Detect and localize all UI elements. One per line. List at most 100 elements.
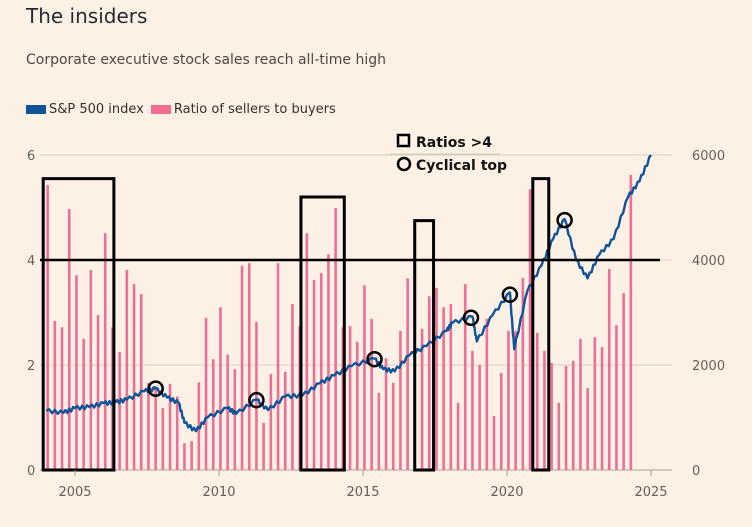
ratio-bar: [262, 422, 265, 470]
ratio-bar: [370, 318, 373, 470]
ratio-bar: [168, 383, 172, 470]
x-tick-label: 2015: [346, 485, 379, 500]
ratio-bar: [161, 408, 165, 470]
ratio-bar: [96, 315, 100, 470]
ratio-bar: [535, 332, 539, 470]
ratio-bar: [507, 330, 510, 470]
ratio-bar: [607, 268, 611, 470]
y-left-tick-label: 6: [27, 149, 35, 164]
legend-label-sp500: S&P 500 index: [49, 102, 144, 117]
ratio-bar: [89, 269, 93, 470]
ratio-bar: [147, 382, 150, 470]
ratio-bar: [60, 327, 64, 470]
ratio-bar: [233, 369, 237, 470]
ratio-bar: [197, 382, 201, 470]
ratio-bar: [226, 354, 229, 470]
ratio-bar: [334, 208, 337, 470]
ratio-box: [413, 219, 436, 472]
cyclical-top-marker: [248, 391, 265, 409]
ratio-bar: [175, 396, 179, 470]
ratio-bar: [615, 325, 618, 470]
cyclical-top-marker: [366, 350, 383, 368]
legend-item-sp500: S&P 500 index: [26, 102, 144, 117]
legend-swatch-sp500: [26, 105, 46, 114]
y-right-tick-label: 0: [692, 464, 700, 479]
ratio-bar: [571, 360, 575, 470]
y-right-tick-label: 4000: [692, 254, 725, 269]
ratio-bar: [327, 254, 330, 470]
ratio-bar: [204, 317, 208, 470]
ratio-bar: [291, 304, 294, 470]
ratio-bar: [492, 415, 496, 470]
ratio-bar: [247, 263, 251, 470]
cyclical-top-marker: [462, 309, 480, 326]
ratio-bar: [319, 273, 323, 470]
ratio-bar: [514, 330, 517, 470]
x-tick-label: 2020: [490, 485, 523, 500]
y-left-tick-label: 4: [27, 254, 35, 269]
y-left-tick-label: 0: [27, 464, 35, 479]
ratio-box: [299, 195, 346, 472]
ratio-bar: [75, 275, 78, 470]
ratio-bar: [550, 362, 553, 470]
ratio-box: [41, 177, 116, 472]
y-right-tick-label: 2000: [692, 359, 725, 374]
ratio-bar: [593, 337, 597, 470]
ratio-box-key-icon: [396, 133, 411, 148]
ratio-bar: [600, 347, 604, 470]
ratio-bar: [283, 371, 287, 470]
ratio-bar: [355, 341, 359, 470]
ratio-bar: [564, 366, 568, 470]
ratio-bar: [219, 307, 222, 470]
x-tick-label: 2005: [58, 485, 91, 500]
ratio-bar: [435, 287, 438, 470]
legend: S&P 500 index Ratio of sellers to buyers: [26, 102, 343, 117]
ratio-bar: [132, 284, 136, 470]
ratio-bar: [586, 388, 589, 470]
ratio-bar: [442, 307, 445, 470]
cyclical-top-marker: [556, 211, 573, 229]
ratio-bar: [139, 294, 143, 470]
legend-swatch-ratio: [150, 105, 171, 114]
ratio-bar: [183, 443, 186, 470]
y-right-tick-label: 6000: [692, 149, 725, 164]
legend-item-ratio: Ratio of sellers to buyers: [150, 102, 336, 117]
ratio-bar: [348, 326, 352, 470]
cyclical-top-marker: [147, 380, 164, 397]
ratio-bar: [305, 233, 309, 470]
ratio-bar: [557, 402, 561, 470]
ratio-bar: [499, 372, 503, 470]
ratio-bar: [399, 330, 402, 470]
ratio-box-key-label: Ratios >4: [416, 135, 492, 151]
cyclical-top-marker: [501, 286, 519, 303]
legend-label-ratio: Ratio of sellers to buyers: [173, 102, 336, 117]
ratio-bar: [449, 304, 453, 470]
chart-title: The insiders: [26, 4, 148, 28]
ratio-bar: [103, 233, 107, 470]
ratio-bar: [276, 263, 280, 470]
ratio-bar: [67, 209, 71, 470]
sp500-line: [45, 154, 652, 433]
ratio-bar: [391, 382, 395, 470]
ratio-bar: [377, 392, 381, 470]
ratio-bar: [154, 386, 157, 470]
ratio-bar: [521, 277, 525, 470]
ratio-box: [531, 177, 551, 472]
ratio-bar: [427, 296, 431, 470]
ratio-bar: [622, 293, 625, 470]
ratio-bar: [420, 328, 424, 470]
cyclical-top-key-icon: [396, 156, 412, 172]
ratio-bar: [471, 350, 474, 470]
ratio-bar: [312, 279, 316, 470]
x-tick-label: 2025: [634, 485, 667, 500]
ratio-bar: [46, 184, 49, 471]
ratio-bar: [456, 402, 460, 470]
ratio-bar: [240, 265, 244, 470]
cyclical-top-key-label: Cyclical top: [416, 158, 507, 174]
ratio-bar: [118, 351, 121, 470]
ratio-bar: [363, 285, 366, 470]
ratio-bar: [190, 441, 193, 470]
ratio-bar: [269, 373, 273, 470]
ratio-bar: [478, 365, 481, 470]
ratio-bar: [384, 358, 388, 470]
